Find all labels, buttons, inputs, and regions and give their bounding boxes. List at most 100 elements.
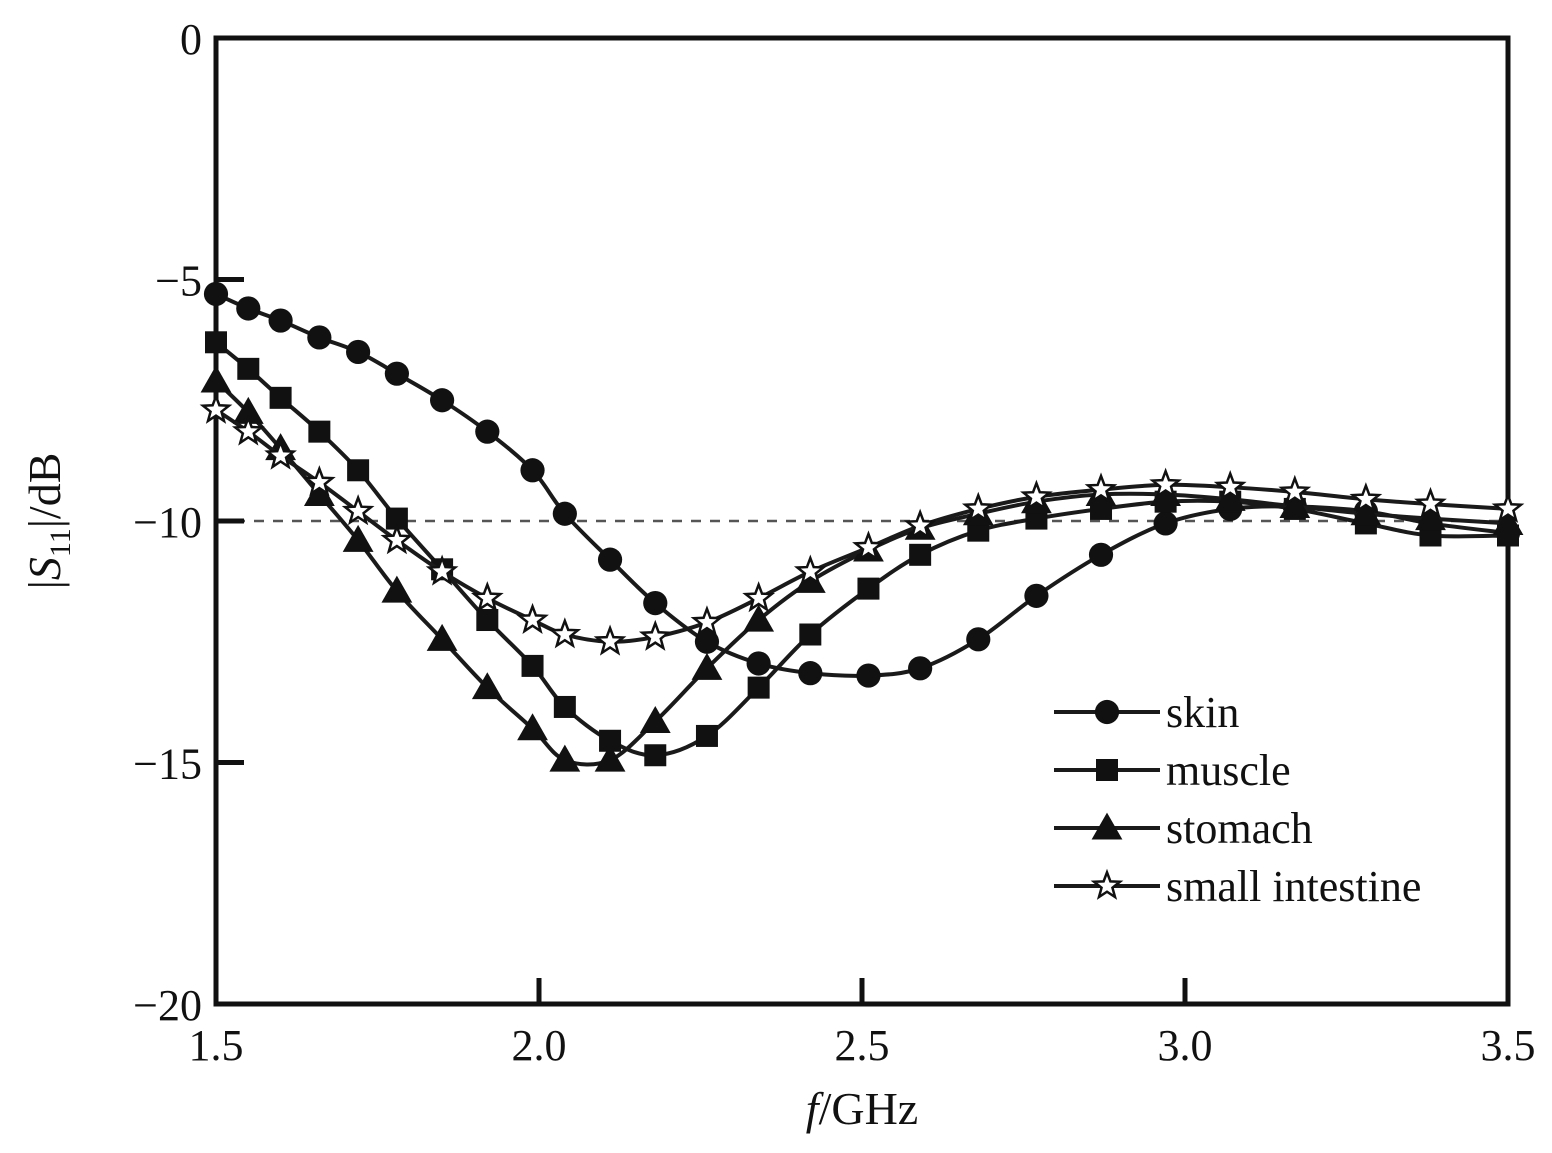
legend-marker-stomach: [1091, 812, 1123, 840]
data-point-skin: [346, 339, 371, 365]
data-point-stomach: [549, 744, 581, 772]
series-line-skin: [215, 292, 1509, 678]
data-point-muscle: [308, 420, 331, 443]
data-point-stomach: [232, 396, 264, 424]
y-axis-title-symbol: S: [19, 557, 70, 580]
data-point-skin: [966, 627, 991, 652]
y-axis: 0 −5 −10 −15 −20: [133, 15, 244, 1030]
y-axis-title-prefix: |: [19, 580, 70, 589]
data-point-skin: [307, 325, 332, 350]
data-point-small-intestine: [516, 602, 549, 634]
legend-item-small-intestine: small intestine: [1054, 862, 1421, 911]
y-axis-title-subscript: 11: [44, 528, 77, 557]
y-axis-title-suffix: |/dB: [19, 453, 70, 529]
data-point-muscle: [385, 507, 408, 530]
series-stomach: [200, 365, 1524, 772]
data-point-stomach: [471, 672, 503, 700]
y-axis-title: |S11|/dB: [19, 453, 77, 590]
legend-label-muscle: muscle: [1166, 746, 1291, 795]
y-tick-label: −10: [133, 498, 202, 547]
data-point-small-intestine: [1491, 491, 1525, 523]
legend-marker-muscle: [1096, 759, 1118, 781]
data-point-stomach: [426, 623, 458, 651]
legend-marker-small-intestine: [1090, 868, 1124, 900]
data-point-skin: [236, 296, 261, 321]
data-point-skin: [694, 629, 720, 654]
data-point-stomach: [594, 744, 626, 772]
x-axis-title: f/GHz: [806, 1083, 918, 1134]
data-point-small-intestine: [961, 491, 995, 523]
data-point-small-intestine: [1414, 486, 1447, 519]
data-point-stomach: [743, 604, 775, 632]
data-point-stomach: [1150, 479, 1182, 506]
data-point-muscle: [747, 676, 770, 699]
x-tick-label: 1.5: [189, 1021, 244, 1070]
data-point-small-intestine: [470, 581, 504, 613]
data-point-small-intestine: [199, 392, 233, 424]
x-tick-label: 2.5: [835, 1021, 890, 1070]
data-point-small-intestine: [1213, 469, 1247, 502]
data-point-stomach: [1279, 491, 1311, 519]
y-tick-label: 0: [180, 15, 202, 64]
data-point-small-intestine: [903, 508, 937, 540]
data-point-stomach: [342, 524, 374, 552]
data-point-skin: [1024, 583, 1049, 608]
data-point-skin: [203, 281, 229, 307]
data-point-stomach: [517, 713, 548, 741]
legend-label-stomach: stomach: [1166, 804, 1313, 853]
data-point-muscle: [799, 623, 822, 646]
data-point-skin: [908, 656, 933, 681]
series-skin: [203, 281, 1521, 688]
data-point-small-intestine: [302, 465, 336, 497]
data-point-muscle: [599, 729, 622, 752]
data-point-skin: [552, 501, 577, 526]
data-point-muscle: [521, 654, 544, 677]
data-point-small-intestine: [742, 581, 776, 613]
data-point-small-intestine: [1084, 472, 1118, 504]
data-point-muscle: [269, 386, 292, 409]
data-point-small-intestine: [1349, 482, 1383, 514]
data-point-stomach: [303, 479, 335, 506]
legend-label-skin: skin: [1166, 688, 1239, 737]
data-point-small-intestine: [1149, 467, 1182, 499]
x-tick-label: 3.0: [1158, 1021, 1213, 1070]
data-point-stomach: [381, 575, 413, 603]
x-tick-label: 2.0: [512, 1021, 567, 1070]
data-point-skin: [798, 661, 823, 686]
x-axis: 1.5 2.0 2.5 3.0 3.5: [189, 978, 1536, 1070]
data-point-skin: [384, 361, 409, 386]
legend-item-stomach: stomach: [1054, 804, 1313, 853]
data-point-muscle: [347, 459, 370, 482]
data-point-skin: [643, 591, 668, 616]
data-point-skin: [1153, 511, 1178, 536]
y-tick-label: −20: [133, 981, 202, 1030]
data-point-stomach: [639, 706, 671, 733]
data-point-stomach: [794, 565, 826, 593]
data-point-stomach: [200, 365, 232, 393]
data-point-skin: [475, 419, 500, 444]
data-point-small-intestine: [264, 438, 297, 470]
data-point-small-intestine: [638, 619, 672, 651]
data-point-stomach: [1492, 508, 1524, 535]
data-point-small-intestine: [425, 554, 459, 586]
data-point-skin: [520, 458, 545, 483]
data-point-small-intestine: [1278, 474, 1312, 506]
data-point-small-intestine: [852, 530, 885, 562]
data-point-muscle: [476, 609, 499, 632]
x-axis-title-unit: /GHz: [819, 1083, 919, 1134]
series-line-stomach: [214, 379, 1509, 767]
legend-label-small-intestine: small intestine: [1166, 862, 1421, 911]
data-point-small-intestine: [548, 617, 582, 649]
data-point-small-intestine: [380, 523, 414, 555]
data-point-small-intestine: [341, 494, 375, 526]
series-small-intestine: [199, 392, 1525, 656]
data-point-stomach: [1415, 503, 1446, 531]
data-point-small-intestine: [1020, 479, 1053, 511]
x-tick-label: 3.5: [1481, 1021, 1536, 1070]
data-point-skin: [1088, 542, 1114, 567]
plot-area: [199, 35, 1525, 1007]
data-point-skin: [430, 388, 455, 413]
legend-item-skin: skin: [1054, 688, 1239, 737]
data-point-muscle: [909, 543, 932, 566]
